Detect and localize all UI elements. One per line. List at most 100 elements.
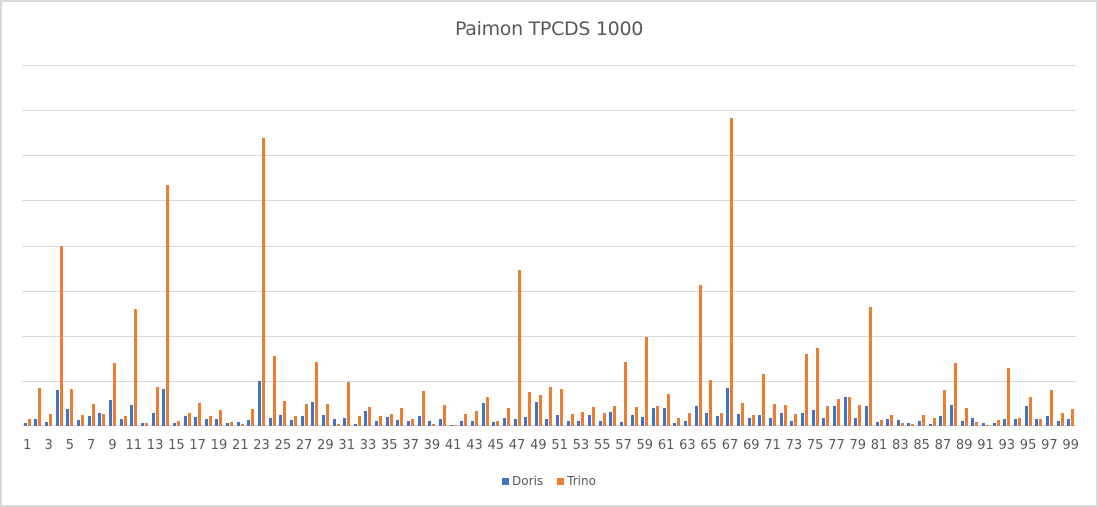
bar-doris[interactable] [758, 415, 762, 426]
bar-doris[interactable] [23, 422, 27, 426]
bar-doris[interactable] [641, 416, 645, 426]
bar-doris[interactable] [832, 406, 836, 426]
bar-doris[interactable] [981, 422, 985, 426]
bar-trino[interactable] [613, 406, 617, 426]
bar-trino[interactable] [208, 416, 212, 426]
bar-doris[interactable] [609, 412, 613, 426]
bar-doris[interactable] [407, 421, 411, 426]
bar-doris[interactable] [353, 424, 357, 426]
bar-trino[interactable] [645, 336, 649, 426]
bar-trino[interactable] [91, 403, 95, 426]
bar-doris[interactable] [332, 418, 336, 426]
bar-doris[interactable] [417, 416, 421, 426]
bar-trino[interactable] [496, 421, 500, 426]
bar-doris[interactable] [971, 417, 975, 426]
bar-trino[interactable] [123, 416, 127, 426]
bar-doris[interactable] [439, 419, 443, 426]
bar-trino[interactable] [304, 403, 308, 426]
bar-doris[interactable] [481, 403, 485, 426]
bar-doris[interactable] [66, 408, 70, 426]
bar-trino[interactable] [464, 413, 468, 426]
bar-doris[interactable] [513, 418, 517, 426]
bar-doris[interactable] [183, 416, 187, 426]
bar-doris[interactable] [119, 418, 123, 426]
bar-doris[interactable] [375, 421, 379, 426]
bar-trino[interactable] [805, 353, 808, 426]
bar-trino[interactable] [347, 381, 351, 426]
bar-trino[interactable] [155, 386, 159, 426]
bar-trino[interactable] [826, 406, 830, 426]
bar-doris[interactable] [98, 412, 102, 426]
bar-doris[interactable] [620, 421, 623, 426]
bar-trino[interactable] [283, 400, 287, 426]
bar-trino[interactable] [698, 284, 702, 426]
bar-trino[interactable] [411, 419, 415, 426]
bar-doris[interactable] [1013, 418, 1017, 426]
bar-trino[interactable] [677, 417, 681, 426]
bar-trino[interactable] [581, 412, 585, 426]
bar-doris[interactable] [896, 420, 900, 426]
bar-trino[interactable] [879, 420, 883, 426]
bar-trino[interactable] [102, 413, 106, 426]
bar-trino[interactable] [815, 347, 819, 426]
bar-doris[interactable] [545, 418, 549, 426]
bar-trino[interactable] [890, 415, 894, 426]
bar-doris[interactable] [108, 400, 112, 426]
bar-trino[interactable] [453, 425, 457, 426]
bar-doris[interactable] [726, 388, 730, 426]
bar-trino[interactable] [911, 424, 915, 426]
bar-doris[interactable] [258, 380, 262, 426]
bar-trino[interactable] [954, 362, 958, 426]
bar-doris[interactable] [321, 415, 325, 426]
legend-item-doris[interactable]: Doris [502, 474, 543, 488]
bar-trino[interactable] [517, 270, 521, 426]
bar-trino[interactable] [1028, 397, 1032, 426]
bar-trino[interactable] [262, 138, 266, 426]
bar-doris[interactable] [790, 421, 794, 426]
bar-trino[interactable] [379, 416, 383, 426]
bar-doris[interactable] [705, 412, 709, 426]
bar-trino[interactable] [240, 424, 244, 426]
bar-trino[interactable] [900, 422, 904, 426]
bar-doris[interactable] [1003, 418, 1007, 426]
bar-doris[interactable] [779, 412, 783, 426]
bar-trino[interactable] [602, 412, 606, 426]
bar-trino[interactable] [570, 413, 574, 426]
bar-trino[interactable] [389, 413, 393, 426]
bar-doris[interactable] [34, 419, 38, 426]
bar-doris[interactable] [1056, 421, 1060, 426]
bar-trino[interactable] [1017, 417, 1021, 426]
bar-trino[interactable] [357, 416, 361, 426]
bar-trino[interactable] [443, 404, 447, 426]
bar-trino[interactable] [474, 411, 478, 426]
bar-trino[interactable] [528, 391, 532, 426]
bar-trino[interactable] [964, 407, 968, 426]
bar-doris[interactable] [534, 402, 538, 426]
bar-trino[interactable] [70, 389, 74, 426]
bar-trino[interactable] [251, 408, 255, 426]
bar-doris[interactable] [556, 415, 560, 426]
bar-doris[interactable] [886, 418, 890, 426]
bar-trino[interactable] [144, 422, 148, 426]
bar-doris[interactable] [577, 421, 581, 426]
bar-doris[interactable] [918, 421, 922, 426]
bar-trino[interactable] [166, 185, 170, 426]
bar-doris[interactable] [769, 417, 773, 426]
bar-trino[interactable] [655, 406, 659, 426]
bar-trino[interactable] [134, 308, 138, 426]
bar-doris[interactable] [55, 389, 59, 426]
bar-trino[interactable] [709, 379, 713, 426]
bar-doris[interactable] [1035, 418, 1039, 426]
bar-doris[interactable] [566, 421, 570, 426]
bar-doris[interactable] [151, 412, 155, 426]
bar-doris[interactable] [460, 421, 464, 426]
bar-doris[interactable] [662, 407, 666, 426]
bar-trino[interactable] [836, 398, 840, 426]
bar-trino[interactable] [336, 424, 340, 426]
bar-doris[interactable] [300, 416, 304, 426]
bar-doris[interactable] [992, 422, 996, 426]
bar-trino[interactable] [687, 412, 691, 426]
bar-doris[interactable] [630, 415, 634, 426]
bar-trino[interactable] [1049, 389, 1053, 426]
bar-trino[interactable] [975, 421, 979, 426]
